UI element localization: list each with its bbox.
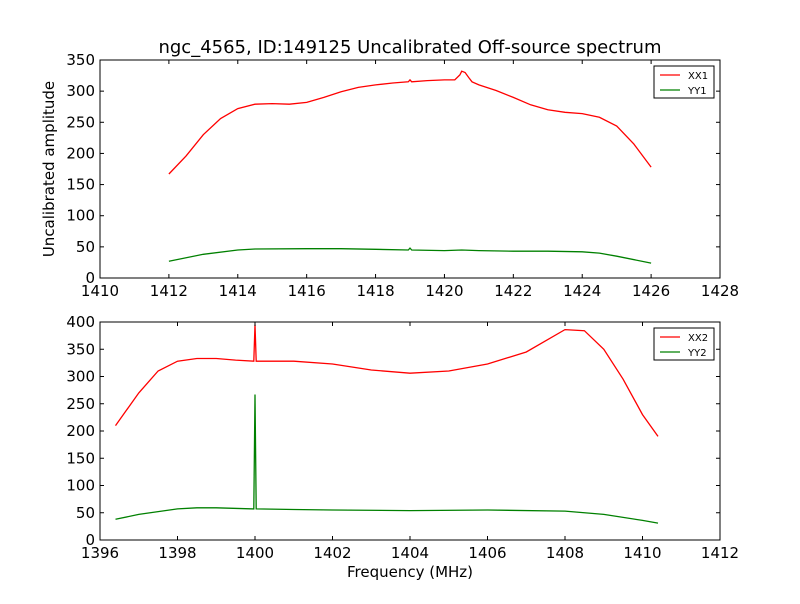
x-tick-label: 1412 <box>701 544 739 562</box>
y-tick-label: 300 <box>66 82 95 100</box>
x-tick-label: 1422 <box>494 282 532 300</box>
x-tick-label: 1402 <box>313 544 351 562</box>
x-tick-label: 1414 <box>219 282 257 300</box>
y-tick-label: 0 <box>85 531 95 549</box>
x-tick-label: 1428 <box>701 282 739 300</box>
x-tick-label: 1408 <box>546 544 584 562</box>
y-tick-label: 150 <box>66 176 95 194</box>
legend-label: YY1 <box>687 86 707 97</box>
x-tick-label: 1410 <box>81 282 119 300</box>
x-axis-label: Frequency (MHz) <box>347 563 473 581</box>
y-tick-label: 100 <box>66 207 95 225</box>
y-tick-label: 150 <box>66 449 95 467</box>
series-line-xx1 <box>168 70 652 175</box>
y-tick-label: 350 <box>66 340 95 358</box>
axes-frame <box>99 321 721 541</box>
x-tick-label: 1406 <box>468 544 506 562</box>
x-tick-label: 1412 <box>150 282 188 300</box>
y-tick-label: 200 <box>66 422 95 440</box>
x-tick-label: 1418 <box>356 282 394 300</box>
series-line-yy1 <box>168 247 652 264</box>
bottom-axes: 1396 1398 1400 1402 1404 1406 1408 1410 1412 0 50 1… <box>66 313 739 562</box>
top-axes: 1410 1412 1414 1416 1418 1420 1422 1424 1426 1428… <box>66 51 739 300</box>
x-tick-label: 1398 <box>158 544 196 562</box>
x-tick-label: 1420 <box>425 282 463 300</box>
series-line-xx2 <box>114 324 659 437</box>
x-tick-label: 1410 <box>623 544 661 562</box>
legend-label: YY2 <box>687 348 707 359</box>
x-tick-label: 1396 <box>81 544 119 562</box>
y-tick-label: 350 <box>66 51 95 69</box>
y-tick-label: 100 <box>66 477 95 495</box>
y-tick-label: 200 <box>66 144 95 162</box>
x-tick-label: 1424 <box>563 282 601 300</box>
legend-label: XX2 <box>688 333 708 344</box>
y-tick-label: 300 <box>66 368 95 386</box>
y-tick-label: 250 <box>66 113 95 131</box>
x-tick-label: 1400 <box>236 544 274 562</box>
legend-label: XX1 <box>688 71 708 82</box>
y-tick-label: 50 <box>76 238 95 256</box>
y-tick-label: 250 <box>66 395 95 413</box>
y-tick-label: 50 <box>76 504 95 522</box>
y-tick-label: 400 <box>66 313 95 331</box>
series-line-yy2 <box>115 394 659 524</box>
y-tick-label: 0 <box>85 269 95 287</box>
x-tick-label: 1416 <box>288 282 326 300</box>
x-tick-label: 1426 <box>632 282 670 300</box>
y-axis-label: Uncalibrated amplitude <box>40 81 58 257</box>
x-tick-label: 1404 <box>391 544 429 562</box>
chart-title: ngc_4565, ID:149125 Uncalibrated Off-sou… <box>158 37 661 58</box>
axes-frame <box>99 59 721 279</box>
